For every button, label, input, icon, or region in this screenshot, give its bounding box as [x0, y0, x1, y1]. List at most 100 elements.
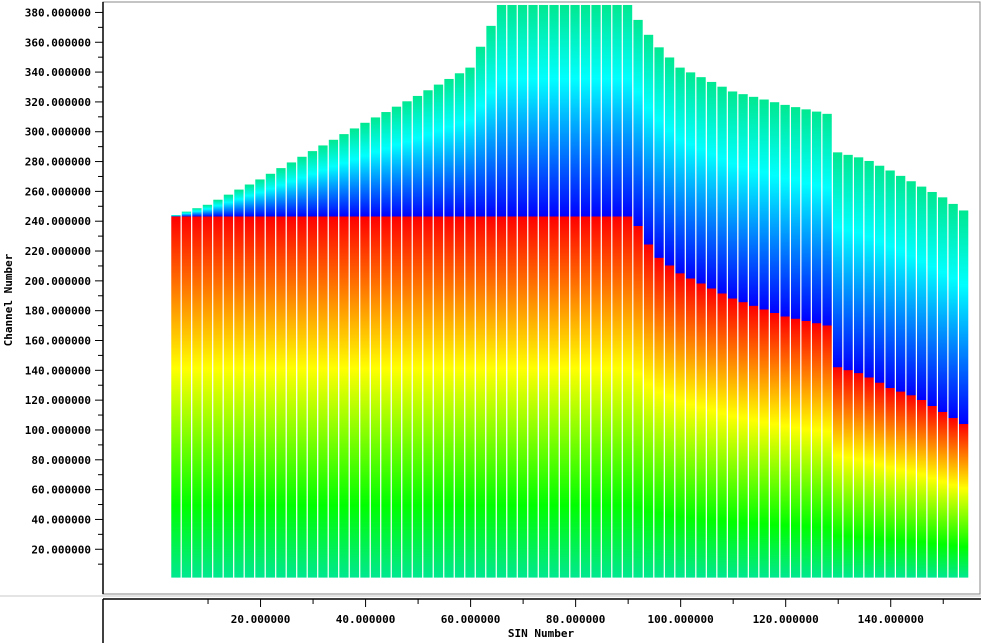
heatmap-column	[790, 107, 801, 578]
heatmap-column	[255, 179, 265, 578]
x-tick-label: 80.000000	[546, 613, 606, 626]
heatmap-column	[664, 57, 675, 578]
heatmap-column	[181, 211, 192, 578]
heatmap-column	[307, 151, 318, 578]
y-tick-label: 280.000000	[25, 156, 91, 169]
y-tick-label: 380.000000	[25, 6, 91, 19]
heatmap-column	[874, 165, 885, 578]
heatmap-column	[864, 160, 874, 578]
y-tick-label: 40.000000	[31, 513, 91, 526]
heatmap-column	[696, 77, 706, 578]
heatmap-column	[528, 4, 538, 578]
x-tick-label: 40.000000	[336, 613, 396, 626]
x-tick-label: 140.000000	[858, 613, 924, 626]
heatmap-column	[654, 47, 664, 578]
heatmap-column	[769, 102, 780, 578]
heatmap-column	[349, 128, 360, 578]
heatmap-column	[937, 197, 948, 578]
heatmap-column	[286, 162, 297, 578]
y-tick-label: 160.000000	[25, 334, 91, 347]
y-tick-label: 80.000000	[31, 454, 91, 467]
heatmap-column	[622, 4, 633, 578]
heatmap-column	[832, 152, 843, 578]
heatmap-column	[727, 91, 738, 578]
x-axis: 20.000000 40.000000 60.000000 80.000000 100.…	[0, 595, 981, 643]
heatmap-column	[517, 4, 528, 578]
heatmap-column	[213, 199, 223, 578]
heatmap-column	[853, 157, 864, 578]
y-tick-label: 60.000000	[31, 484, 91, 497]
x-axis-label: SIN Number	[508, 627, 575, 640]
y-axis: 20.000000 40.000000 60.000000 80.000000 100.…	[25, 6, 103, 565]
heatmap-column	[234, 189, 244, 578]
x-tick-label: 20.000000	[231, 613, 291, 626]
y-tick-label: 240.000000	[25, 215, 91, 228]
y-tick-label: 320.000000	[25, 96, 91, 109]
heatmap-column	[958, 210, 969, 578]
heatmap-column	[822, 113, 832, 578]
heatmap-column	[738, 94, 748, 578]
heatmap-column	[895, 175, 906, 578]
heatmap-column	[948, 203, 958, 578]
plot-frame	[102, 1, 981, 595]
heatmap-column	[706, 81, 717, 578]
heatmap-column	[507, 4, 517, 578]
heatmap-column	[885, 170, 895, 578]
heatmap-column	[780, 104, 790, 578]
heatmap-column	[318, 145, 328, 578]
heatmap-column	[538, 4, 549, 578]
y-tick-label: 200.000000	[25, 275, 91, 288]
y-tick-label: 120.000000	[25, 394, 91, 407]
x-tick-label: 100.000000	[648, 613, 714, 626]
heatmap-column	[297, 156, 307, 578]
heatmap-column	[339, 134, 349, 578]
heatmap-column	[360, 122, 370, 578]
heatmap-column	[580, 4, 591, 578]
y-tick-label: 360.000000	[25, 36, 91, 49]
heatmap-column	[381, 112, 391, 578]
heatmap-column	[927, 191, 937, 578]
heatmap-column	[916, 186, 927, 578]
x-tick-label: 120.000000	[753, 613, 819, 626]
heatmap-column	[685, 72, 696, 578]
heatmap-column	[423, 90, 433, 578]
y-tick-label: 20.000000	[31, 543, 91, 556]
plot-area	[171, 4, 969, 578]
y-tick-label: 100.000000	[25, 424, 91, 437]
heatmap-column	[223, 194, 234, 578]
heatmap-column	[801, 109, 811, 578]
heatmap-column	[675, 67, 685, 578]
heatmap-column	[328, 139, 339, 578]
heatmap-column	[643, 34, 654, 578]
heatmap-column	[906, 181, 916, 578]
heatmap-column	[570, 4, 580, 578]
heatmap-column	[265, 173, 276, 578]
heatmap-column	[244, 184, 255, 578]
heatmap-column	[465, 67, 475, 578]
heatmap-column	[591, 4, 601, 578]
heatmap-column	[496, 4, 507, 578]
heatmap-column	[202, 204, 213, 578]
heatmap-column	[748, 96, 759, 578]
heatmap-column	[717, 86, 727, 578]
y-tick-label: 340.000000	[25, 66, 91, 79]
heatmap-column	[811, 111, 822, 578]
y-tick-label: 260.000000	[25, 185, 91, 198]
y-tick-label: 140.000000	[25, 364, 91, 377]
heatmap-column	[370, 117, 381, 578]
heatmap-column	[433, 84, 444, 578]
heatmap-column	[412, 95, 423, 578]
heatmap-column	[454, 73, 465, 578]
heatmap-column	[559, 4, 570, 578]
heatmap-column	[171, 215, 181, 578]
heatmap-column	[549, 4, 559, 578]
heatmap-column	[633, 19, 643, 578]
heatmap-column	[612, 4, 622, 578]
heatmap-column	[192, 208, 202, 578]
heatmap-column	[276, 168, 286, 578]
heatmap-column	[759, 99, 769, 578]
y-tick-label: 220.000000	[25, 245, 91, 258]
heatmap-column	[391, 106, 402, 578]
heatmap-column	[843, 154, 853, 578]
